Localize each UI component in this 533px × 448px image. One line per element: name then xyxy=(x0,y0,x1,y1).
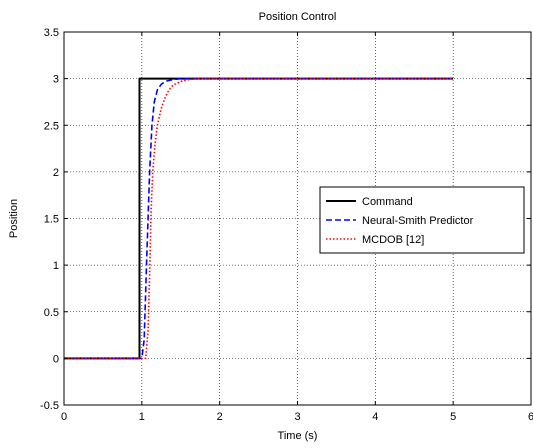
x-axis-label: Time (s) xyxy=(278,430,318,442)
x-tick-label: 3 xyxy=(294,411,300,423)
x-tick-label: 4 xyxy=(372,411,378,423)
y-tick-label: 3.5 xyxy=(44,27,59,39)
x-tick-label: 0 xyxy=(61,411,67,423)
series-line-1 xyxy=(64,77,454,360)
y-tick-label: 1 xyxy=(53,260,59,272)
x-tick-label: 6 xyxy=(528,411,533,423)
y-tick-label: -0.5 xyxy=(40,400,59,412)
legend-label-0: Command xyxy=(362,196,413,208)
legend-label-1: Neural-Smith Predictor xyxy=(362,215,474,227)
y-tick-label: 0.5 xyxy=(44,307,59,319)
legend-label-2: MCDOB [12] xyxy=(362,234,424,246)
y-tick-label: 1.5 xyxy=(44,214,59,226)
x-tick-label: 5 xyxy=(450,411,456,423)
x-tick-label: 2 xyxy=(217,411,223,423)
chart-title: Position Control xyxy=(259,11,337,23)
y-tick-label: 2.5 xyxy=(44,120,59,132)
y-tick-label: 0 xyxy=(53,353,59,365)
y-tick-label: 2 xyxy=(53,167,59,179)
legend: Command Neural-Smith Predictor MCDOB [12] xyxy=(319,186,525,254)
y-axis-label: Position xyxy=(8,199,20,238)
x-tick-label: 1 xyxy=(139,411,145,423)
series-layer xyxy=(64,77,454,360)
tick-layer: 0 1 2 3 4 5 6-0.500.511.522.533.5 xyxy=(40,27,533,423)
y-tick-label: 3 xyxy=(53,74,59,86)
